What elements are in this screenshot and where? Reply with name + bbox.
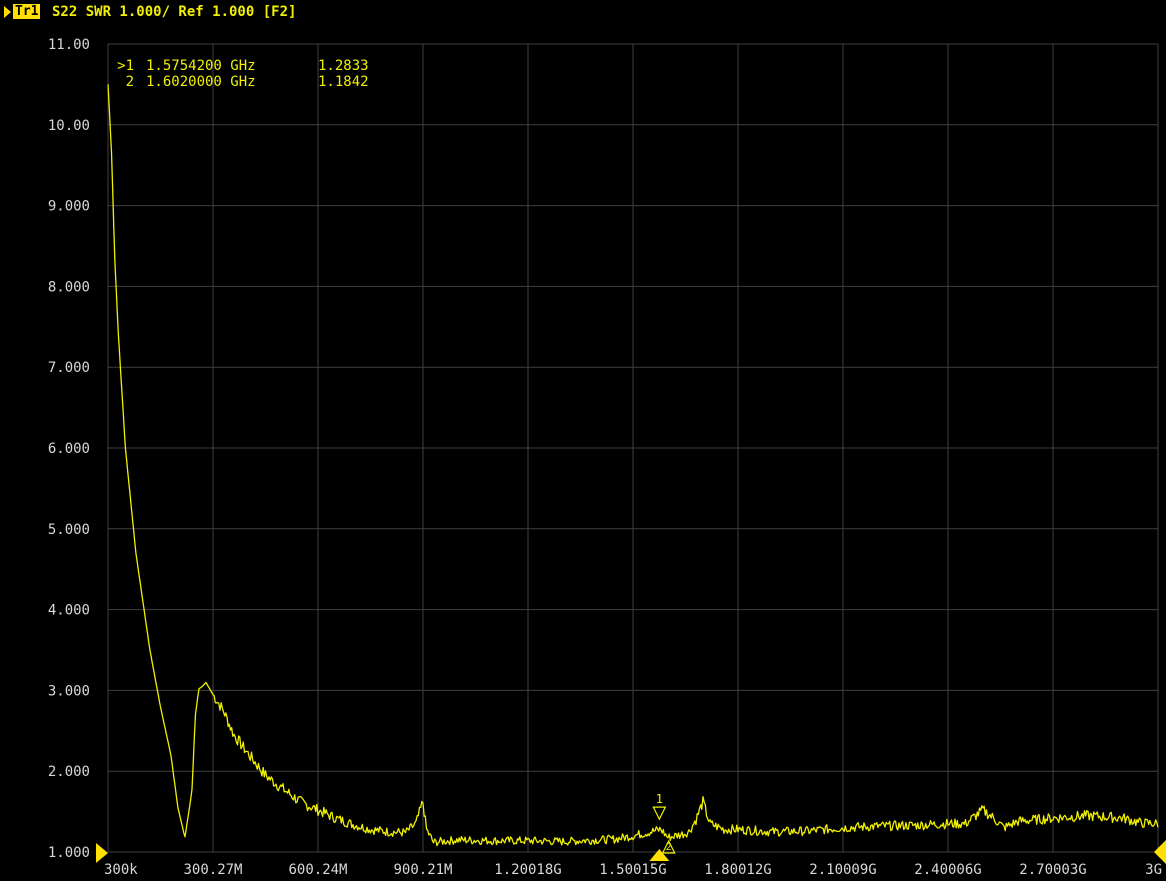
y-tick-label: 1.000	[48, 845, 90, 861]
marker-readout-table: >1 1.5754200 GHz 1.2833 2 1.6020000 GHz 1.184…	[117, 58, 368, 90]
trace-info-label[interactable]: S22 SWR 1.000/ Ref 1.000 [F2]	[52, 4, 297, 20]
grid-lines	[107, 43, 1159, 853]
y-tick-label: 8.000	[48, 279, 90, 295]
x-tick-label: 1.50015G	[599, 862, 666, 878]
marker-1-flag-label: 1	[656, 792, 663, 806]
marker-label: >1	[117, 58, 134, 74]
active-trace-arrow-icon[interactable]	[4, 6, 11, 18]
y-tick-label: 9.000	[48, 199, 90, 215]
marker-2-flag-label: 2	[666, 842, 672, 853]
marker-flags[interactable]: 12	[649, 792, 676, 861]
x-axis-ticks: 300k 300.27M 600.24M 900.21M 1.20018G 1.50015…	[104, 862, 1162, 878]
y-tick-label: 4.000	[48, 603, 90, 619]
y-tick-label: 6.000	[48, 441, 90, 457]
x-tick-label: 3G	[1145, 862, 1162, 878]
trace-header: Tr1 S22 SWR 1.000/ Ref 1.000 [F2]	[0, 0, 1166, 30]
marker-1-flag-icon[interactable]	[652, 806, 667, 821]
x-tick-label: 900.21M	[393, 862, 452, 878]
y-axis-ticks: 11.00 10.00 9.000 8.000 7.000 6.000 5.000 4.000…	[48, 37, 90, 861]
x-tick-label: 2.10009G	[809, 862, 876, 878]
x-tick-label: 1.20018G	[494, 862, 561, 878]
trace-id-badge[interactable]: Tr1	[13, 4, 41, 19]
y-tick-label: 7.000	[48, 360, 90, 376]
marker-frequency: 1.6020000 GHz	[146, 74, 256, 90]
y-tick-label: 11.00	[48, 37, 90, 53]
x-tick-label: 2.70003G	[1019, 862, 1086, 878]
x-tick-label: 300k	[104, 862, 138, 878]
marker-position-arrow-icon[interactable]	[649, 849, 670, 861]
x-tick-label: 2.40006G	[914, 862, 981, 878]
trace-line-s22	[107, 84, 1159, 847]
marker-value: 1.1842	[318, 74, 369, 90]
x-tick-label: 300.27M	[183, 862, 242, 878]
end-arrow-icon	[1154, 840, 1166, 864]
reference-level-arrow-icon[interactable]	[96, 843, 108, 863]
y-tick-label: 5.000	[48, 522, 90, 538]
y-tick-label: 10.00	[48, 118, 90, 134]
marker-value: 1.2833	[318, 58, 369, 74]
marker-frequency: 1.5754200 GHz	[146, 58, 256, 74]
x-tick-label: 1.80012G	[704, 862, 771, 878]
marker-2-flag-icon[interactable]	[661, 839, 676, 854]
y-tick-label: 2.000	[48, 764, 90, 780]
x-tick-label: 600.24M	[288, 862, 347, 878]
marker-label: 2	[126, 74, 134, 90]
y-tick-label: 3.000	[48, 683, 90, 699]
